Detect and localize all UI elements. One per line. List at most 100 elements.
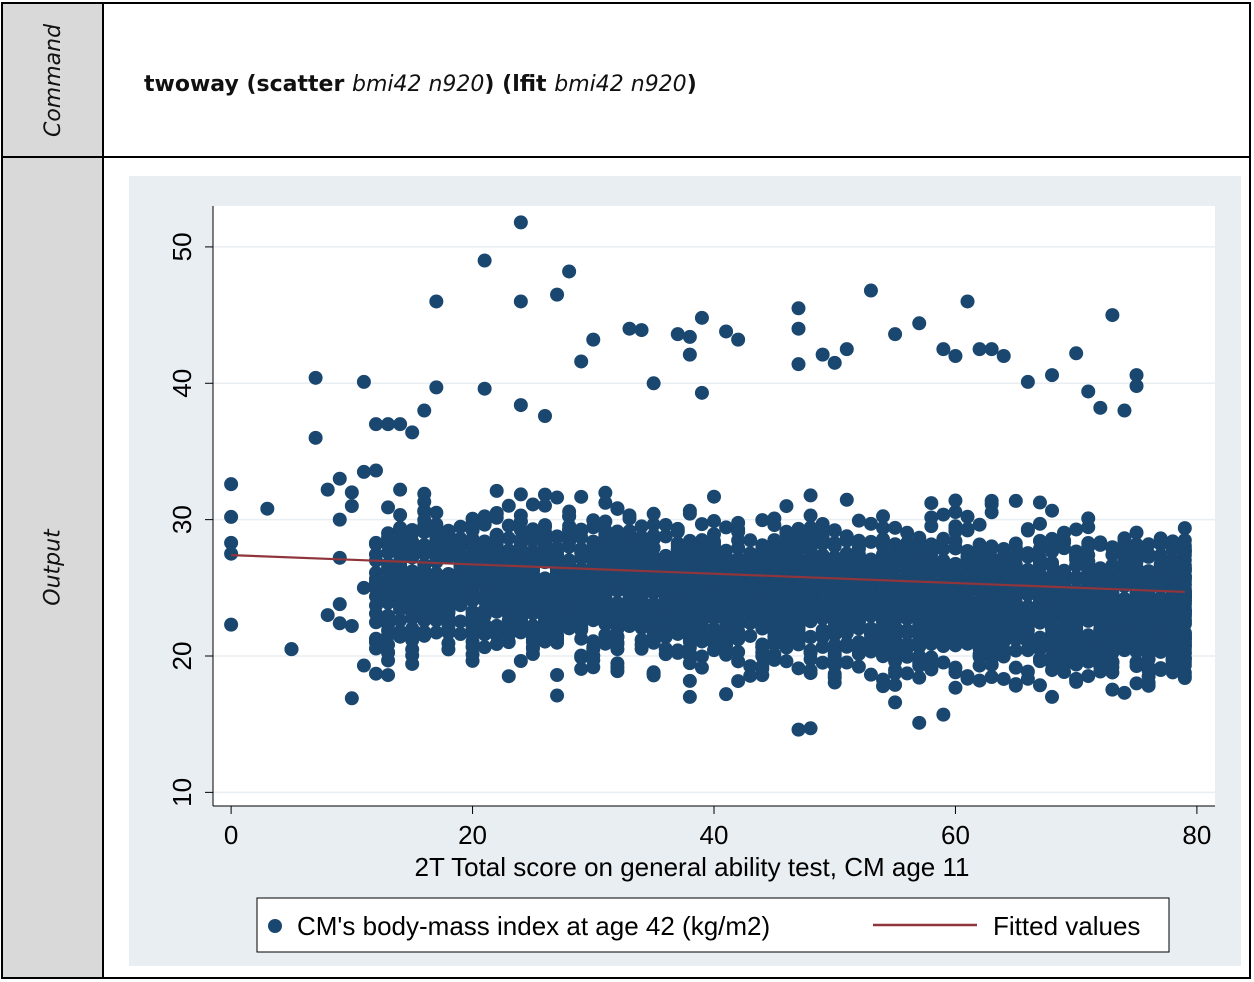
scatter-point [622,321,637,336]
scatter-point [731,674,746,689]
scatter-point [537,552,552,567]
scatter-point [924,545,939,560]
scatter-point [501,617,516,632]
scatter-point [1117,531,1132,546]
scatter-point [550,572,565,587]
y-tick-label: 10 [167,778,197,807]
scatter-point [320,482,335,497]
scatter-point [743,668,758,683]
scatter-point [393,482,408,497]
scatter-point [368,575,383,590]
scatter-point [1008,493,1023,508]
scatter-point [1020,374,1035,389]
scatter-point [525,497,540,512]
scatter-point [622,508,637,523]
scatter-point [1165,653,1180,668]
scatter-point [1081,654,1096,669]
scatter-point [586,576,601,591]
scatter-point [1008,581,1023,596]
scatter-point [719,627,734,642]
scatter-point [694,574,709,589]
scatter-point [839,600,854,615]
scatter-point [839,558,854,573]
y-tick-label: 20 [167,642,197,671]
scatter-point [332,512,347,527]
scatter-point [755,619,770,634]
scatter-point [405,425,420,440]
scatter-point [803,508,818,523]
scatter-point [1032,541,1047,556]
scatter-point [1057,647,1072,662]
scatter-point [381,563,396,578]
scatter-point [984,342,999,357]
scatter-point [501,596,516,611]
scatter-point [682,627,697,642]
scatter-point [791,722,806,737]
scatter-point [1045,610,1060,625]
x-axis-title: 2T Total score on general ability test, … [415,852,970,882]
scatter-point [1141,584,1156,599]
scatter-point [863,534,878,549]
scatter-point [1008,601,1023,616]
scatter-point [743,659,758,674]
scatter-point [779,589,794,604]
scatter-point [429,380,444,395]
scatter-point [1117,643,1132,658]
scatter-point [356,658,371,673]
scatter-point [851,598,866,613]
scatter-point [356,374,371,389]
scatter-point [513,514,528,529]
scatter-point [779,548,794,563]
scatter-point [682,506,697,521]
scatter-point [477,623,492,638]
scatter-point [356,464,371,479]
scatter-point [791,661,806,676]
row-divider [3,156,1249,158]
scatter-point [1032,553,1047,568]
scatter-point [1105,308,1120,323]
scatter-point [393,596,408,611]
scatter-point [405,522,420,537]
scatter-point [417,601,432,616]
scatter-point [477,515,492,530]
scatter-point [393,508,408,523]
scatter-point [900,525,915,540]
scatter-point [598,568,613,583]
command-text: twoway (scatter bmi42 n920) (lfit bmi42 … [144,72,697,97]
scatter-point [707,535,721,550]
scatter-point [1057,626,1072,641]
scatter-point [972,540,987,555]
scatter-point [574,600,589,615]
scatter-point [948,522,963,537]
scatter-point [851,547,866,562]
scatter-point [501,627,516,642]
scatter-point [1008,660,1023,675]
scatter-point [489,483,504,498]
fitted-line [231,553,1185,594]
label-column [3,4,104,977]
scatter-point [477,608,492,623]
scatter-point [1093,400,1108,415]
scatter-point [1069,548,1084,563]
scatter-point [670,554,685,569]
scatter-point [670,327,685,342]
scatter-point [863,606,878,621]
scatter-point [1165,619,1180,633]
scatter-point [465,539,480,554]
scatter-point [1129,574,1144,589]
scatter-point [863,516,878,531]
scatter-point [731,560,746,575]
scatter-point [562,589,577,604]
scatter-point [1165,602,1180,617]
scatter-point [1032,586,1047,601]
scatter-point [574,661,589,676]
scatter-point [381,623,396,638]
scatter-point [743,533,758,548]
scatter-point [936,655,951,670]
scatter-point [827,539,842,554]
scatter-point [574,648,589,663]
scatter-point [562,569,577,584]
scatter-point [658,548,673,563]
scatter-point [1141,537,1156,552]
scatter-point [900,641,915,656]
